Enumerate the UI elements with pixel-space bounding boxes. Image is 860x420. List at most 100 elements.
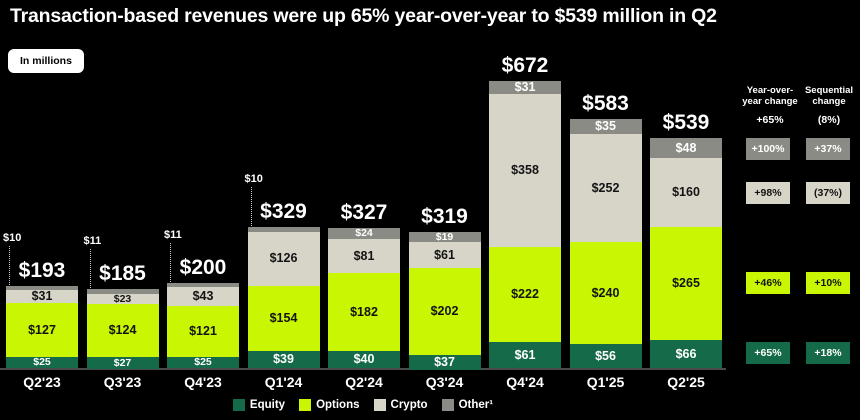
yoy-change-other: +100% bbox=[746, 138, 790, 160]
bar-segment-other bbox=[247, 227, 320, 232]
bar-segment-other: $19 bbox=[408, 232, 481, 243]
bar-segment-crypto: $160 bbox=[650, 158, 722, 227]
segment-value-label: $265 bbox=[672, 275, 700, 290]
bar-Q2-23: $31 $127 $25 bbox=[6, 285, 78, 368]
x-axis-label: Q3'23 bbox=[103, 374, 142, 390]
bar-Q3-23: $23 $124 $27 bbox=[86, 288, 159, 369]
legend-item-other: Other¹ bbox=[441, 399, 494, 411]
segment-value-label: $240 bbox=[591, 285, 620, 300]
seq-change-crypto: (37%) bbox=[806, 182, 850, 204]
segment-value-label: $23 bbox=[113, 292, 132, 305]
bar-total-label: $327 bbox=[340, 201, 388, 225]
bar-segment-equity: $37 bbox=[408, 354, 481, 371]
bar-segment-equity: $25 bbox=[6, 357, 78, 368]
bar-segment-equity: $39 bbox=[247, 351, 320, 368]
x-axis-label: Q3'24 bbox=[425, 374, 464, 390]
legend-label: Other¹ bbox=[458, 399, 494, 411]
bar-segment-options: $265 bbox=[650, 226, 722, 340]
units-badge: In millions bbox=[8, 49, 84, 73]
bar-segment-other: $48 bbox=[650, 137, 722, 159]
bar-segment-crypto: $81 bbox=[328, 238, 400, 274]
yoy-change-equity: +65% bbox=[746, 342, 790, 364]
yoy-header-line2: year change bbox=[742, 96, 798, 108]
bar-Q2-24: $24 $81 $182 $40 bbox=[328, 227, 400, 369]
bar-segment-crypto: $31 bbox=[6, 289, 78, 304]
seq-header-line2: change bbox=[812, 96, 846, 108]
x-axis-label: Q2'23 bbox=[23, 374, 61, 390]
segment-value-label: $56 bbox=[595, 348, 616, 363]
other-callout-label: $11 bbox=[83, 234, 102, 247]
segment-value-label: $27 bbox=[113, 356, 132, 369]
bar-segment-equity: $40 bbox=[328, 351, 400, 369]
segment-value-label: $35 bbox=[595, 119, 616, 134]
other-callout-label: $10 bbox=[244, 173, 263, 186]
bar-segment-options: $121 bbox=[167, 305, 239, 358]
legend-label: Equity bbox=[249, 399, 286, 411]
segment-value-label: $48 bbox=[675, 140, 697, 155]
bar-total-label: $185 bbox=[99, 261, 146, 285]
bar-segment-equity: $25 bbox=[167, 357, 239, 368]
x-axis-label: Q1'24 bbox=[264, 374, 303, 390]
legend-item-equity: Equity bbox=[232, 399, 286, 411]
yoy-header-line1: Year-over- bbox=[746, 85, 794, 96]
bar-segment-options: $154 bbox=[247, 285, 320, 352]
bar-segment-equity: $27 bbox=[86, 356, 159, 369]
bar-segment-crypto: $61 bbox=[408, 242, 481, 269]
segment-value-label: $40 bbox=[353, 352, 375, 367]
segment-value-label: $160 bbox=[672, 185, 700, 200]
other-swatch-icon bbox=[441, 399, 454, 411]
legend-label: Crypto bbox=[390, 399, 428, 411]
bar-total-label: $583 bbox=[582, 92, 629, 115]
options-swatch-icon bbox=[299, 399, 312, 411]
legend-item-options: Options bbox=[299, 399, 360, 411]
bar-segment-other: $31 bbox=[489, 80, 561, 95]
other-callout-line bbox=[250, 187, 252, 227]
segment-value-label: $222 bbox=[511, 287, 539, 302]
segment-value-label: $126 bbox=[269, 251, 298, 266]
segment-value-label: $61 bbox=[434, 248, 455, 263]
x-axis-label: Q2'25 bbox=[667, 374, 705, 390]
yoy-change-options: +46% bbox=[746, 272, 790, 294]
segment-value-label: $25 bbox=[33, 356, 51, 369]
bar-segment-other: $35 bbox=[569, 119, 642, 134]
page-title: Transaction-based revenues were up 65% y… bbox=[10, 5, 717, 27]
segment-value-label: $127 bbox=[28, 322, 56, 337]
yoy-change-column-header: Year-over- year change bbox=[731, 85, 809, 107]
segment-value-label: $154 bbox=[269, 311, 298, 326]
bar-total-label: $319 bbox=[421, 204, 468, 228]
bar-segment-options: $222 bbox=[489, 247, 561, 342]
segment-value-label: $25 bbox=[194, 356, 212, 369]
bar-total-label: $329 bbox=[260, 200, 307, 224]
segment-value-label: $24 bbox=[355, 227, 373, 240]
segment-value-label: $31 bbox=[31, 289, 53, 304]
bar-segment-options: $202 bbox=[408, 268, 481, 355]
segment-value-label: $252 bbox=[591, 180, 620, 195]
legend-label: Options bbox=[316, 399, 360, 411]
bar-segment-options: $182 bbox=[328, 273, 400, 352]
bar-Q2-25: $48 $160 $265 $66 bbox=[650, 137, 722, 368]
bar-segment-other bbox=[86, 288, 159, 294]
segment-value-label: $31 bbox=[514, 80, 536, 95]
x-axis-label: Q1'25 bbox=[586, 374, 625, 390]
segment-value-label: $358 bbox=[511, 163, 539, 178]
bar-Q1-24: $126 $154 $39 bbox=[247, 227, 320, 368]
seq-change-other: +37% bbox=[806, 138, 850, 160]
segment-value-label: $81 bbox=[353, 248, 375, 263]
other-callout-line bbox=[170, 242, 171, 282]
bar-total-label: $193 bbox=[18, 258, 66, 282]
segment-value-label: $39 bbox=[273, 352, 294, 367]
x-axis-line bbox=[0, 368, 726, 370]
segment-value-label: $202 bbox=[430, 304, 459, 319]
segment-value-label: $66 bbox=[675, 346, 697, 361]
segment-value-label: $37 bbox=[434, 355, 455, 370]
bar-Q1-25: $35 $252 $240 $56 bbox=[569, 119, 642, 368]
bar-segment-crypto: $126 bbox=[247, 231, 320, 286]
segment-value-label: $124 bbox=[108, 323, 137, 338]
segment-value-label: $182 bbox=[350, 305, 378, 320]
seq-change-options: +10% bbox=[806, 272, 850, 294]
legend-item-crypto: Crypto bbox=[373, 399, 428, 411]
bar-segment-options: $124 bbox=[86, 304, 159, 358]
segment-value-label: $121 bbox=[189, 324, 217, 339]
x-axis-label: Q4'24 bbox=[506, 374, 544, 390]
bar-total-label: $672 bbox=[501, 53, 549, 77]
